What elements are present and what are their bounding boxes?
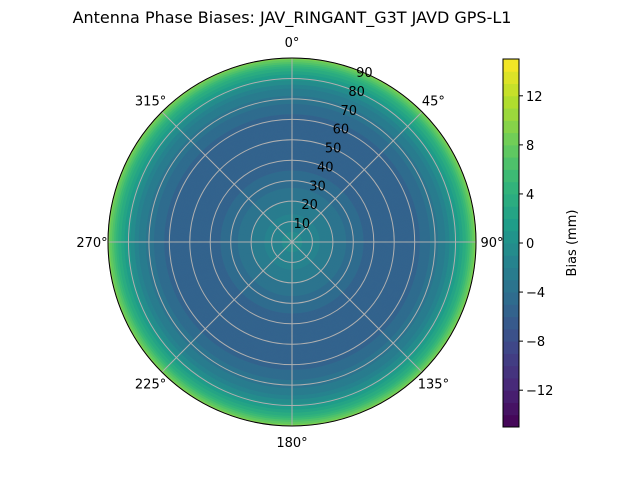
colorbar-level bbox=[503, 255, 519, 269]
colorbar-tick-label: −12 bbox=[526, 384, 553, 399]
colorbar-level bbox=[503, 267, 519, 281]
theta-gridline bbox=[291, 241, 423, 373]
theta-gridline bbox=[161, 241, 293, 373]
colorbar-level bbox=[503, 353, 519, 367]
colorbar-level bbox=[503, 193, 519, 207]
colorbar-tick-label: 8 bbox=[526, 139, 534, 154]
colorbar-level bbox=[503, 304, 519, 318]
theta-tick-label: 135° bbox=[418, 377, 449, 392]
colorbar-level bbox=[503, 71, 519, 85]
colorbar-level bbox=[503, 341, 519, 354]
r-tick-label: 70 bbox=[340, 104, 357, 119]
colorbar-level bbox=[503, 206, 519, 219]
r-tick-label: 80 bbox=[348, 85, 365, 100]
colorbar-level bbox=[503, 377, 519, 391]
colorbar-level bbox=[503, 144, 519, 158]
colorbar-tick-label: −4 bbox=[526, 286, 545, 301]
r-tick-label: 60 bbox=[333, 123, 350, 138]
theta-tick-label: 180° bbox=[276, 436, 307, 451]
r-tick-label: 10 bbox=[294, 217, 311, 232]
colorbar-level bbox=[503, 328, 519, 342]
colorbar-level bbox=[503, 218, 519, 232]
colorbar-level bbox=[503, 402, 519, 416]
theta-tick-label: 90° bbox=[480, 236, 503, 251]
colorbar-level bbox=[503, 243, 519, 256]
colorbar-level bbox=[503, 59, 519, 72]
colorbar-tick-label: −8 bbox=[526, 335, 545, 350]
theta-tick-label: 270° bbox=[76, 236, 107, 251]
theta-tick-label: 0° bbox=[285, 36, 300, 51]
r-tick-label: 90 bbox=[356, 66, 373, 81]
theta-tick-label: 225° bbox=[135, 377, 166, 392]
colorbar-level bbox=[503, 181, 519, 195]
colorbar-level bbox=[503, 292, 519, 305]
r-tick-label: 20 bbox=[301, 198, 318, 213]
polar-frame bbox=[107, 57, 477, 427]
colorbar-level bbox=[503, 365, 519, 379]
r-tick-label: 40 bbox=[317, 160, 334, 175]
colorbar-tick-label: 12 bbox=[526, 90, 543, 105]
r-tick-labels: 10 20 30 40 50 60 70 80 90 bbox=[294, 66, 373, 232]
colorbar-label: Bias (mm) bbox=[565, 210, 580, 277]
polar-grid bbox=[107, 57, 477, 427]
theta-gridline bbox=[291, 111, 423, 243]
theta-gridline bbox=[161, 111, 293, 243]
colorbar-level bbox=[503, 279, 519, 293]
colorbar-ticks: −12 −8 −4 0 4 8 12 bbox=[519, 90, 553, 399]
r-tick-label: 30 bbox=[309, 179, 326, 194]
theta-tick-label: 45° bbox=[422, 95, 445, 110]
colorbar-tick-label: 0 bbox=[526, 237, 534, 252]
colorbar bbox=[502, 58, 520, 428]
colorbar-level bbox=[503, 316, 519, 330]
colorbar-level bbox=[503, 414, 519, 428]
colorbar-level bbox=[503, 108, 519, 121]
colorbar-level bbox=[503, 132, 519, 146]
colorbar-level bbox=[503, 120, 519, 134]
colorbar-level bbox=[503, 230, 519, 244]
colorbar-level bbox=[503, 157, 519, 170]
colorbar-level bbox=[503, 83, 519, 97]
colorbar-tick-label: 4 bbox=[526, 188, 534, 203]
colorbar-level bbox=[503, 390, 519, 403]
colorbar-level bbox=[503, 95, 519, 109]
colorbar-level bbox=[503, 169, 519, 183]
theta-tick-labels: 0° 45° 90° 135° 180° 225° 270° 315° bbox=[76, 36, 503, 451]
r-tick-label: 50 bbox=[325, 142, 342, 157]
chart-title: Antenna Phase Biases: JAV_RINGANT_G3T JA… bbox=[73, 8, 512, 28]
theta-tick-label: 315° bbox=[135, 95, 166, 110]
